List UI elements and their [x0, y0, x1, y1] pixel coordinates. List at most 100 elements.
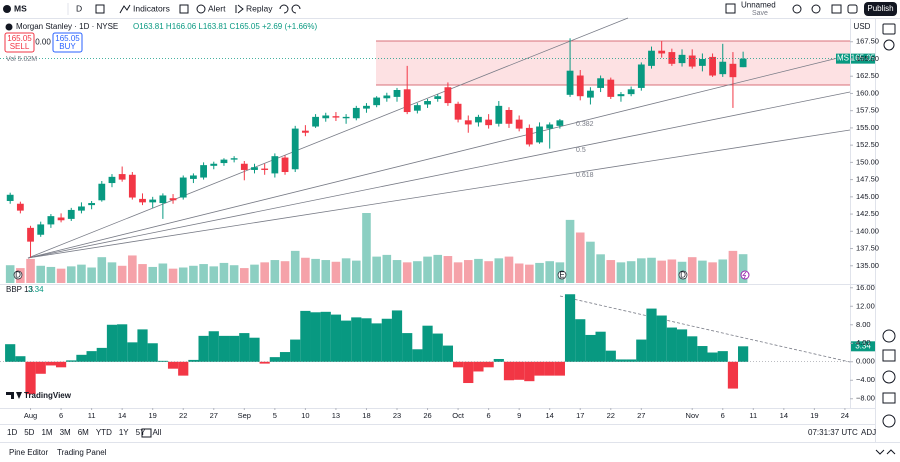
candle-body	[617, 94, 625, 97]
candle-body	[251, 167, 258, 170]
indicator-bar	[188, 359, 199, 362]
candle-body	[709, 56, 716, 76]
indicator-bar	[198, 335, 209, 362]
volume-bar	[56, 268, 66, 283]
top-toolbar: MS D Indicators Alert Replay Unnamed Sav…	[3, 1, 897, 17]
indicator-bar	[15, 356, 26, 362]
volume-bar	[36, 265, 46, 283]
undo-icon[interactable]	[279, 4, 289, 14]
timeframe-button[interactable]: 5Y	[136, 428, 146, 437]
fib-fan-line[interactable]	[27, 54, 851, 259]
volume-bar	[290, 250, 300, 283]
publish-button[interactable]	[864, 2, 897, 16]
indicator-bar	[442, 345, 454, 362]
candle-body	[179, 177, 187, 198]
event-marker[interactable]	[13, 270, 23, 280]
volume-bar	[545, 261, 555, 283]
candle-body	[505, 109, 513, 124]
timeframe-bar: 1D 5D 1M 3M 6M YTD 1Y 5Y All	[7, 428, 162, 437]
indicator-trend-line[interactable]	[559, 295, 851, 363]
event-marker[interactable]	[678, 270, 688, 280]
y-tick-label: 162.50	[856, 71, 879, 80]
indicator-bar	[96, 347, 107, 362]
notifications-icon[interactable]	[882, 370, 896, 384]
resistance-zone[interactable]	[376, 41, 850, 85]
sell-button[interactable]	[4, 32, 35, 53]
buy-label: BUY	[59, 42, 76, 51]
alert-button[interactable]: Alert	[208, 3, 226, 13]
trend-line[interactable]	[27, 17, 629, 259]
indicator-bar	[320, 311, 331, 362]
indicator-bar	[595, 331, 606, 362]
fullscreen-icon[interactable]	[831, 4, 842, 14]
adjust-button[interactable]: ADJ	[861, 428, 876, 437]
indicator-bar	[86, 351, 97, 362]
candle-body	[149, 199, 157, 203]
y-tick-label: 0.000	[856, 357, 875, 366]
volume-bar	[148, 266, 157, 283]
candle-body	[27, 227, 34, 242]
watchlist-icon[interactable]	[882, 23, 896, 35]
layout-icon[interactable]	[725, 3, 736, 14]
indicator-bar	[66, 360, 77, 362]
indicator-bar	[371, 323, 382, 362]
x-tick-label: 14	[780, 411, 788, 420]
fib-fan-line[interactable]	[27, 91, 851, 259]
volume-bar	[66, 266, 76, 283]
volume-bar	[514, 263, 524, 283]
timeframe-button[interactable]: 1Y	[119, 428, 129, 437]
candle-body	[475, 116, 482, 123]
volume-bar	[525, 264, 534, 283]
replay-button[interactable]: Replay	[246, 3, 273, 13]
layout-name[interactable]: Unnamed	[741, 1, 776, 10]
screener-icon[interactable]	[882, 392, 896, 404]
y-tick-label: 140.00	[856, 226, 879, 235]
settings-icon[interactable]	[811, 4, 821, 14]
volume-bar	[586, 241, 595, 283]
timeframe-button[interactable]: 6M	[78, 428, 89, 437]
volume-bar	[189, 265, 198, 283]
candle-body	[108, 176, 116, 184]
snapshot-icon[interactable]	[847, 4, 858, 14]
templates-icon[interactable]	[179, 4, 189, 14]
panel-tab[interactable]: Pine Editor	[9, 448, 48, 457]
volume-bar	[474, 258, 483, 283]
timeframe-button[interactable]: 5D	[24, 428, 34, 437]
candle-body	[88, 203, 96, 206]
candle-body	[169, 198, 177, 201]
timeframe-button[interactable]: 1M	[41, 428, 52, 437]
price-tag-label: 165.05	[851, 54, 876, 63]
timeframe-button[interactable]: 3M	[60, 428, 71, 437]
interval-button[interactable]: D	[76, 3, 82, 13]
indicator-bar	[707, 352, 718, 362]
indicator-bar	[402, 333, 413, 362]
help-icon[interactable]	[882, 414, 896, 428]
search-icon[interactable]	[792, 4, 802, 14]
indicators-button[interactable]: Indicators	[133, 3, 170, 13]
event-marker[interactable]	[557, 270, 567, 280]
chart-type-icon[interactable]	[95, 4, 105, 14]
ideas-icon[interactable]	[882, 329, 896, 343]
right-sidebar	[882, 23, 896, 428]
timeframe-button[interactable]: YTD	[96, 428, 112, 437]
symbol-button[interactable]: MS	[14, 3, 27, 13]
y-tick-label: 155.00	[856, 123, 879, 132]
candle-body	[688, 55, 696, 67]
event-marker[interactable]	[740, 270, 750, 280]
x-tick-label: 6	[487, 411, 491, 420]
candle-body	[57, 217, 65, 221]
panel-toggle[interactable]	[875, 449, 896, 455]
x-tick-label: 19	[810, 411, 818, 420]
x-tick-label: 17	[576, 411, 584, 420]
calendar-icon[interactable]	[882, 349, 896, 362]
fib-fan-line[interactable]	[27, 129, 851, 259]
date-range-icon[interactable]	[141, 428, 152, 438]
indicator-bar	[605, 350, 616, 362]
timeframe-button[interactable]: All	[152, 428, 161, 437]
panel-tab[interactable]: Trading Panel	[57, 448, 107, 457]
redo-icon[interactable]	[291, 4, 301, 14]
buy-button[interactable]	[52, 32, 83, 53]
timeframe-button[interactable]: 1D	[7, 428, 17, 437]
alerts-icon[interactable]	[883, 39, 895, 51]
